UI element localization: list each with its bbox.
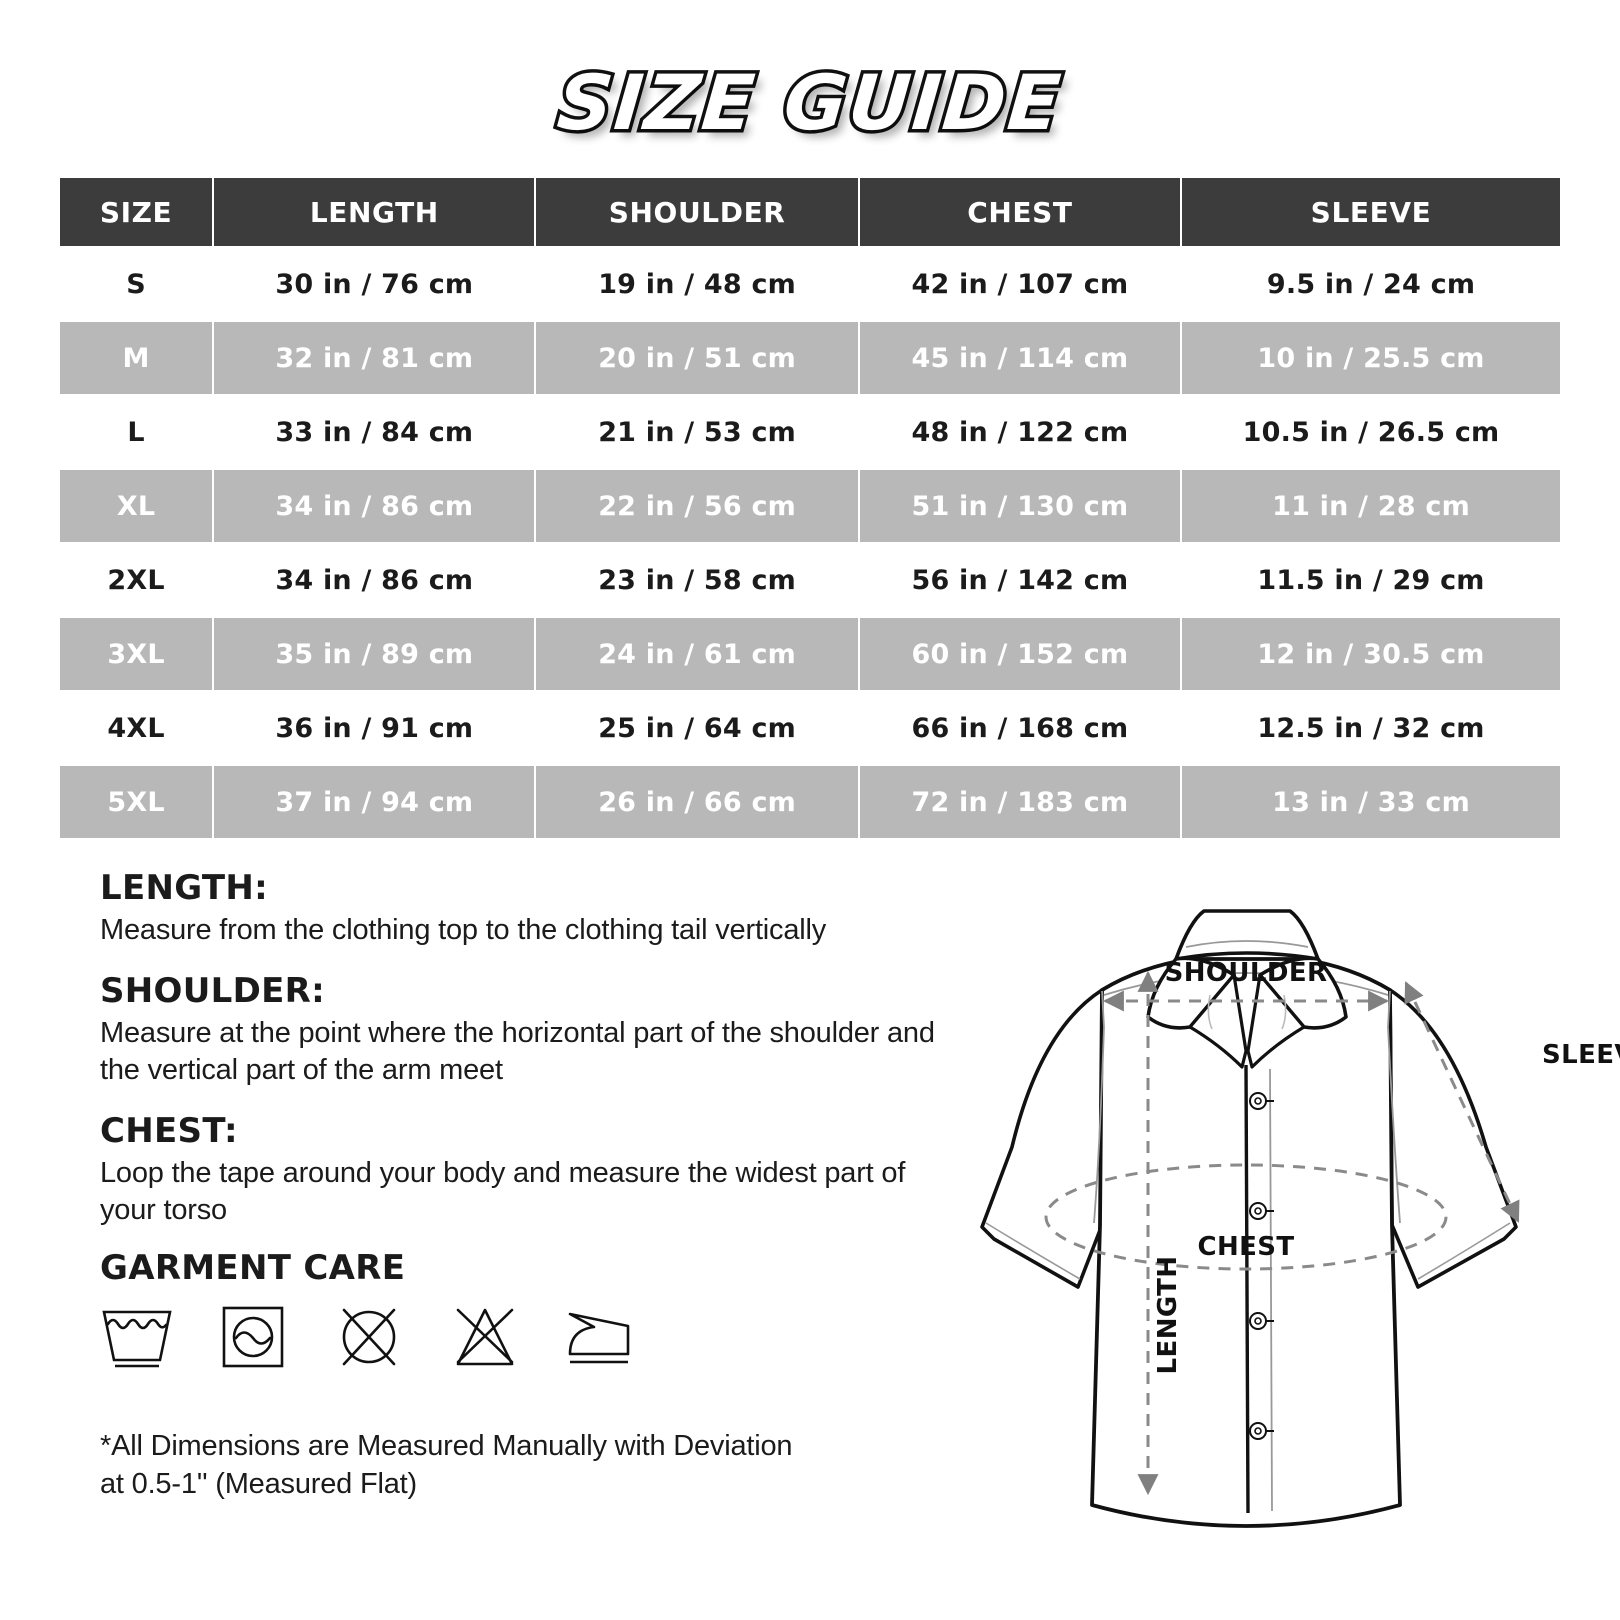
cell-length: 32 in / 81 cm [214,322,535,394]
column-header-shoulder: SHOULDER [536,178,858,246]
instruction-heading-chest: CHEST: [100,1110,238,1151]
cell-size: L [60,396,213,468]
cell-size: 3XL [60,618,213,690]
cell-shoulder: 23 in / 58 cm [536,544,858,616]
cell-length: 30 in / 76 cm [214,248,535,320]
instruction-body-length: Measure from the clothing top to the clo… [100,914,827,947]
button [1249,1422,1274,1440]
cell-sleeve: 13 in / 33 cm [1182,766,1560,838]
cell-chest: 45 in / 114 cm [859,322,1181,394]
column-header-sleeve: SLEEVE [1182,178,1560,246]
cell-sleeve: 11 in / 28 cm [1182,470,1560,542]
cell-sleeve: 9.5 in / 24 cm [1182,248,1560,320]
instruction-heading-length: LENGTH: [100,868,268,908]
cell-sleeve: 11.5 in / 29 cm [1182,544,1560,616]
cell-shoulder: 20 in / 51 cm [536,322,858,394]
table-header-row: SIZE LENGTH SHOULDER CHEST SLEEVE [60,178,1560,246]
cell-length: 35 in / 89 cm [214,618,535,690]
sleeve-label: SLEEVE [1542,1040,1620,1070]
cell-chest: 48 in / 122 cm [859,396,1181,468]
column-header-chest: CHEST [859,178,1181,246]
table-row: 2XL 34 in / 86 cm 23 in / 58 cm 56 in / … [60,544,1560,616]
cell-chest: 42 in / 107 cm [859,248,1181,320]
shoulder-label: SHOULDER [1165,958,1328,988]
cell-length: 37 in / 94 cm [214,766,535,838]
table-row: L 33 in / 84 cm 21 in / 53 cm 48 in / 12… [60,396,1560,468]
cell-shoulder: 26 in / 66 cm [536,766,858,838]
shirt-left-sleeve [980,988,1104,1289]
left-armhole-seam [1093,990,1105,1224]
cell-size: 4XL [60,692,213,764]
sleeve-measure-line [1404,981,1520,1223]
collar-stand [1174,909,1320,961]
tumble-dry-icon [222,1307,284,1368]
instruction-heading-shoulder: SHOULDER: [100,970,326,1011]
cell-chest: 60 in / 152 cm [859,618,1181,690]
instruction-body-shoulder: Measure at the point where the horizonta… [100,1017,935,1086]
iron-icon [568,1313,630,1364]
cell-chest: 56 in / 142 cm [859,544,1181,616]
cell-sleeve: 10.5 in / 26.5 cm [1182,396,1560,468]
table-row: 4XL 36 in / 91 cm 25 in / 64 cm 66 in / … [60,692,1560,764]
cell-size: 2XL [60,544,213,616]
hand-wash-tub-icon [102,1311,172,1368]
table-row: 3XL 35 in / 89 cm 24 in / 61 cm 60 in / … [60,618,1560,690]
footnote-text: *All Dimensions are Measured Manually wi… [100,1430,793,1500]
page-title: SIZE GUIDE [551,55,1070,151]
collar-stand-seam [1185,940,1309,948]
right-cuff-seam [1417,1222,1511,1280]
chest-measure-ellipse [1044,1163,1448,1271]
cell-sleeve: 12 in / 30.5 cm [1182,618,1560,690]
column-header-length: LENGTH [214,178,535,246]
right-armhole-seam [1387,990,1401,1224]
cell-length: 34 in / 86 cm [214,544,535,616]
table-row: M 32 in / 81 cm 20 in / 51 cm 45 in / 11… [60,322,1560,394]
cell-shoulder: 22 in / 56 cm [536,470,858,542]
button [1249,1202,1274,1220]
cell-size: M [60,322,213,394]
garment-care-title: GARMENT CARE [100,1248,406,1289]
cell-chest: 72 in / 183 cm [859,766,1181,838]
cell-length: 33 in / 84 cm [214,396,535,468]
length-label: LENGTH [1153,1256,1183,1375]
measurement-instructions: LENGTH: Measure from the clothing top to… [100,868,960,1370]
do-not-dry-clean-icon [456,1309,514,1366]
instruction-body-chest: Loop the tape around your body and measu… [100,1156,906,1226]
do-not-bleach-icon [342,1309,396,1366]
cell-length: 34 in / 86 cm [214,470,535,542]
shirt-buttons [1249,1092,1274,1440]
cell-size: XL [60,470,213,542]
column-header-size: SIZE [60,178,213,246]
garment-care-icons [100,1304,960,1370]
cell-shoulder: 24 in / 61 cm [536,618,858,690]
table-row: S 30 in / 76 cm 19 in / 48 cm 42 in / 10… [60,248,1560,320]
cell-shoulder: 21 in / 53 cm [536,396,858,468]
cell-size: S [60,248,213,320]
cell-length: 36 in / 91 cm [214,692,535,764]
shirt-diagram: SHOULDER SLEEVE CHEST LENGTH [980,909,1620,1528]
chest-label: CHEST [1197,1232,1294,1262]
cell-chest: 51 in / 130 cm [859,470,1181,542]
title-container: SIZE GUIDE [0,55,1620,151]
left-cuff-seam [985,1222,1081,1280]
cell-size: 5XL [60,766,213,838]
table-row: XL 34 in / 86 cm 22 in / 56 cm 51 in / 1… [60,470,1560,542]
button [1249,1092,1274,1110]
cell-shoulder: 25 in / 64 cm [536,692,858,764]
cell-chest: 66 in / 168 cm [859,692,1181,764]
placket-edge [1244,1064,1250,1514]
cell-sleeve: 10 in / 25.5 cm [1182,322,1560,394]
size-table: SIZE LENGTH SHOULDER CHEST SLEEVE S 30 i… [60,178,1560,840]
cell-shoulder: 19 in / 48 cm [536,248,858,320]
button [1249,1312,1274,1330]
placket-fold [1269,1068,1273,1512]
shirt-right-sleeve [1388,988,1518,1289]
cell-sleeve: 12.5 in / 32 cm [1182,692,1560,764]
table-row: 5XL 37 in / 94 cm 26 in / 66 cm 72 in / … [60,766,1560,838]
